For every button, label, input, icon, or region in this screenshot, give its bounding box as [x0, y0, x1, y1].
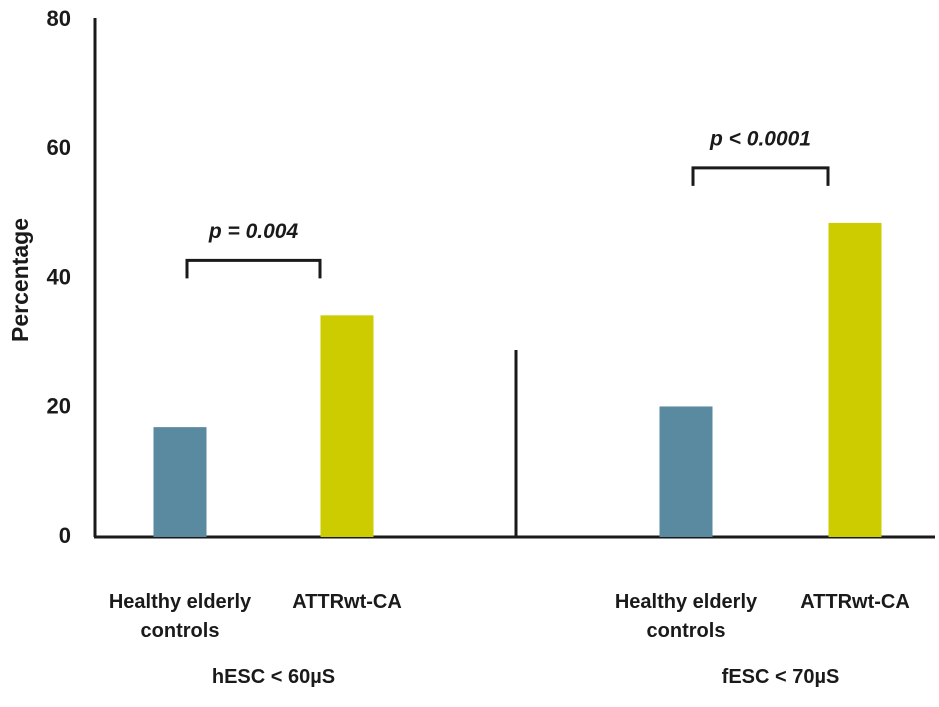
bar [828, 222, 882, 538]
bar [153, 427, 207, 537]
group-label: fESC < 70µS [721, 666, 840, 688]
significance-bracket [185, 258, 322, 279]
y-tick-label: 0 [59, 523, 71, 548]
x-tick-label: Healthy elderly controls [614, 591, 758, 642]
y-tick-label: 40 [47, 264, 71, 289]
p-value-annotation: p < 0.0001 [709, 127, 811, 150]
bar [320, 315, 374, 537]
x-tick-label: ATTRwt-CA [800, 591, 910, 613]
p-value-annotation: p = 0.004 [208, 220, 299, 243]
y-tick-label: 60 [47, 135, 71, 160]
y-tick-label: 80 [47, 6, 71, 31]
bar [659, 406, 713, 537]
x-tick-label: Healthy elderly controls [108, 591, 252, 642]
y-tick-label: 20 [47, 394, 71, 419]
group-label: hESC < 60µS [211, 666, 336, 688]
x-tick-label: ATTRwt-CA [292, 591, 402, 613]
y-axis-label: Percentage [7, 218, 33, 342]
significance-bracket [691, 166, 830, 186]
